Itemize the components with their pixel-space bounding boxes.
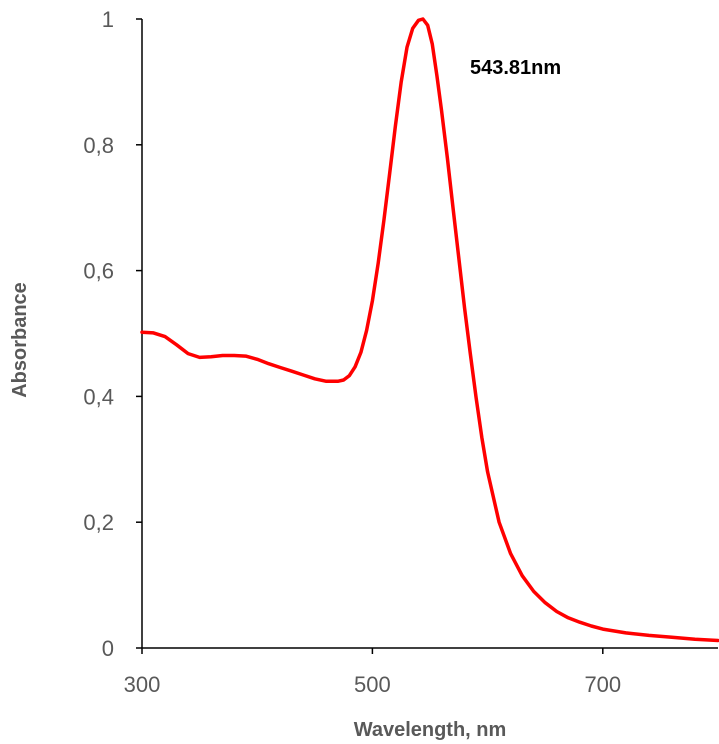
peak-annotation: 543.81nm (470, 57, 561, 79)
x-tick-label: 500 (354, 672, 391, 697)
y-tick-label: 0,2 (83, 510, 114, 535)
x-axis: 300 500 700 (124, 647, 718, 697)
y-tick-label: 0,4 (83, 384, 114, 409)
x-tick-label: 300 (124, 672, 161, 697)
y-tick-label: 0,8 (83, 133, 114, 158)
y-tick-label: 0,6 (83, 259, 114, 284)
y-axis-title: Absorbance (9, 282, 31, 398)
y-tick-label: 0 (102, 636, 114, 661)
absorbance-series-line (140, 17, 719, 643)
x-tick-label: 700 (584, 672, 621, 697)
x-axis-title: Wavelength, nm (354, 719, 507, 741)
y-tick-label: 1 (102, 7, 114, 32)
y-axis: 0 0,2 0,4 0,6 0,8 1 (83, 7, 143, 661)
series-layer (140, 17, 719, 643)
